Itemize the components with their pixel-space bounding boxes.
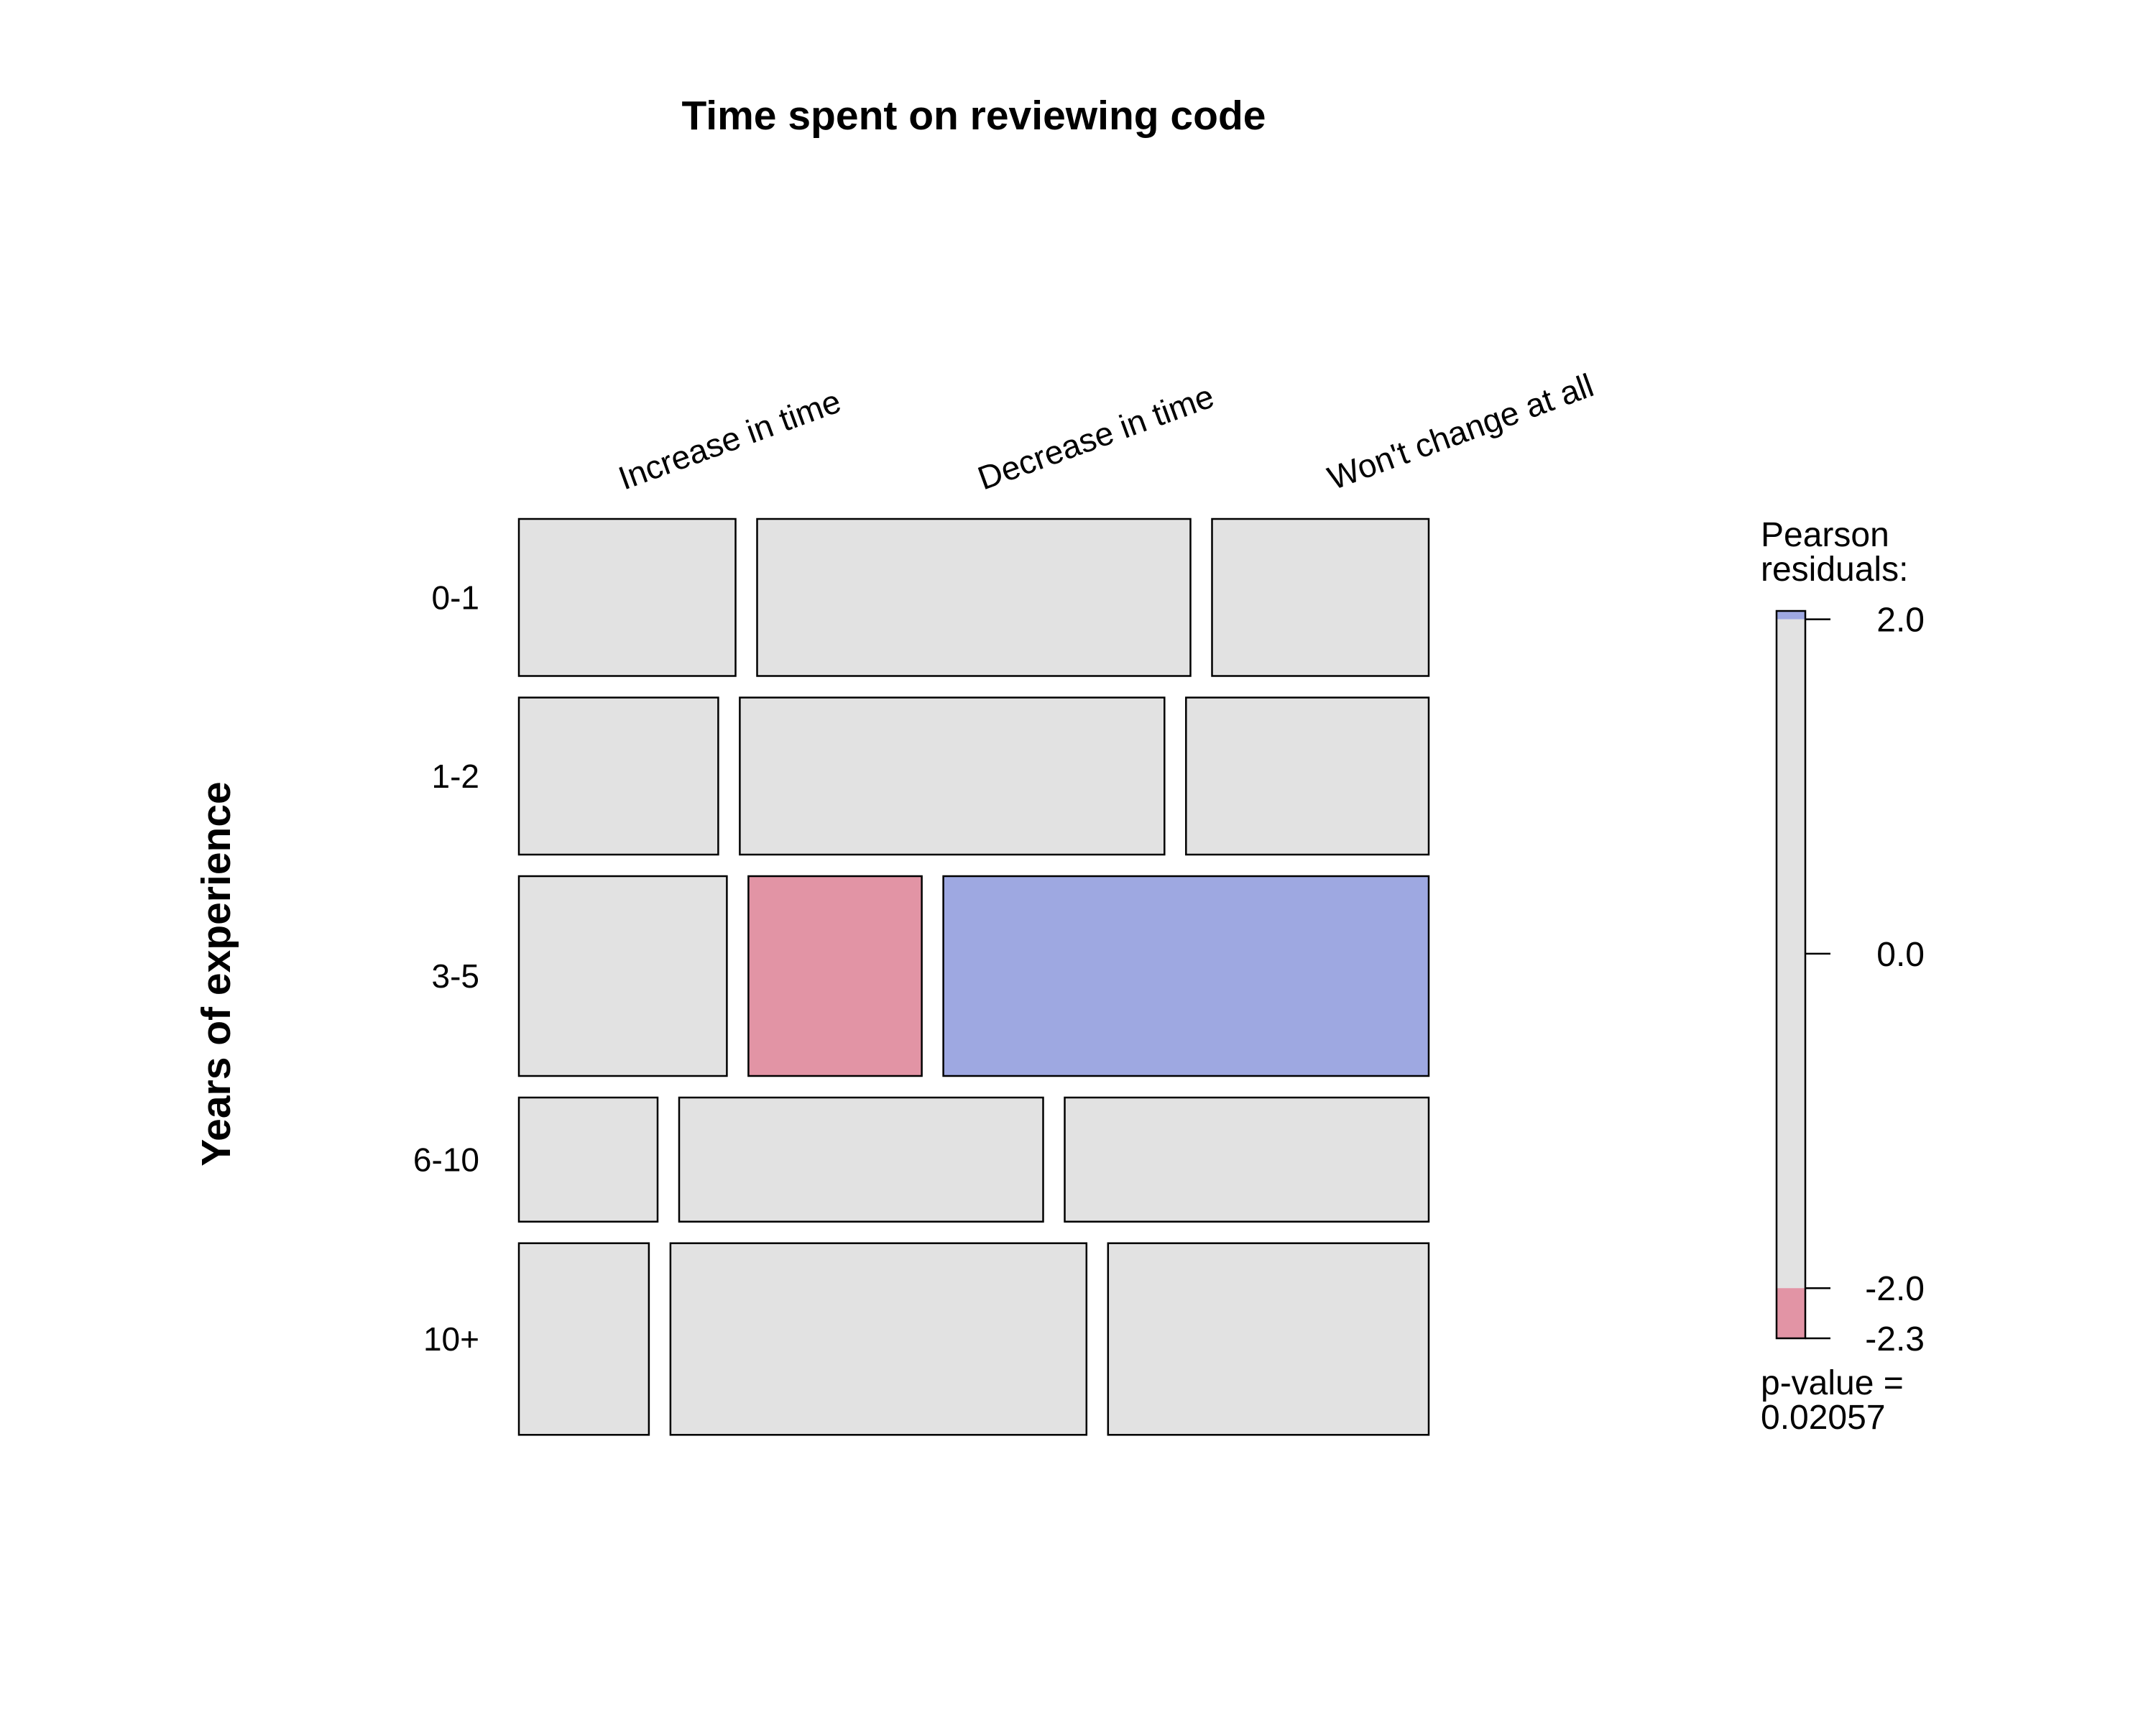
tile-6-10-increase-in-time xyxy=(517,1096,659,1223)
residuals-legend: Pearson residuals: 2.0 0.0 -2.0 -2.3 p-valu… xyxy=(1761,516,1925,1437)
pvalue-line1: p-value = xyxy=(1761,1364,1904,1402)
y-axis-label: Years of experience xyxy=(193,781,239,1167)
tile-1-2-increase-in-time xyxy=(517,696,719,856)
row-label: 3-5 xyxy=(432,957,479,995)
tile-3-5-decrease-in-time xyxy=(747,875,923,1077)
tile-10+-decrease-in-time xyxy=(669,1242,1088,1436)
legend-neutral-band xyxy=(1777,619,1805,1289)
legend-tick-label: 0.0 xyxy=(1876,936,1925,974)
chart-title: Time spent on reviewing code xyxy=(682,93,1266,139)
tile-0-1-decrease-in-time xyxy=(756,518,1192,677)
row-label: 10+ xyxy=(423,1320,479,1358)
legend-bar-outline xyxy=(1775,610,1807,1340)
legend-tick-label: -2.0 xyxy=(1865,1270,1925,1308)
legend-title-line1: Pearson xyxy=(1761,516,1889,554)
tile-1-2-won-t-change-at-all xyxy=(1185,696,1430,856)
row-label: 1-2 xyxy=(432,758,479,795)
legend-tick-label: -2.3 xyxy=(1865,1320,1925,1358)
tile-0-1-increase-in-time xyxy=(517,518,737,677)
tile-10+-increase-in-time xyxy=(517,1242,650,1436)
row-label: 6-10 xyxy=(413,1141,479,1178)
legend-title-line2: residuals: xyxy=(1761,551,1908,589)
legend-color-bar xyxy=(1775,610,1807,1340)
column-label: Decrease in time xyxy=(973,377,1219,497)
mosaic-tiles xyxy=(517,518,1430,1436)
pvalue-line2: 0.02057 xyxy=(1761,1399,1886,1437)
column-label: Won't change at all xyxy=(1323,366,1598,497)
legend-positive-band xyxy=(1777,611,1805,620)
legend-ticks: 2.0 0.0 -2.0 -2.3 xyxy=(1805,602,1925,1358)
row-label: 0-1 xyxy=(432,579,479,616)
legend-tick-label: 2.0 xyxy=(1876,602,1925,640)
tile-1-2-decrease-in-time xyxy=(739,696,1166,856)
tile-3-5-won-t-change-at-all xyxy=(942,875,1430,1077)
row-labels: 0-1 1-2 3-5 6-10 10+ xyxy=(413,579,479,1358)
tile-0-1-won-t-change-at-all xyxy=(1211,518,1430,677)
tile-6-10-decrease-in-time xyxy=(678,1096,1044,1223)
column-labels: Increase in time Decrease in time Won't ch… xyxy=(614,366,1598,497)
tile-6-10-won-t-change-at-all xyxy=(1064,1096,1430,1223)
tile-3-5-increase-in-time xyxy=(517,875,728,1077)
legend-negative-band xyxy=(1777,1288,1805,1338)
tile-10+-won-t-change-at-all xyxy=(1107,1242,1430,1436)
column-label: Increase in time xyxy=(614,382,846,497)
